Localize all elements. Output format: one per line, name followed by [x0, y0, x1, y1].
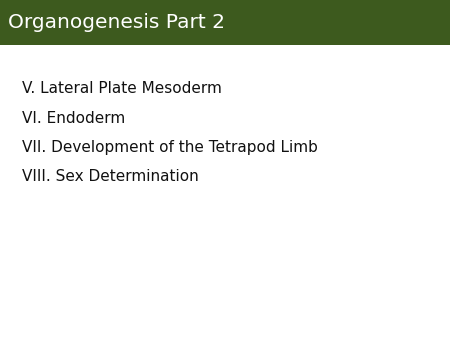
Text: V. Lateral Plate Mesoderm: V. Lateral Plate Mesoderm	[22, 81, 221, 96]
Text: VII. Development of the Tetrapod Limb: VII. Development of the Tetrapod Limb	[22, 140, 318, 155]
Text: VI. Endoderm: VI. Endoderm	[22, 111, 125, 125]
Text: VIII. Sex Determination: VIII. Sex Determination	[22, 169, 198, 184]
Bar	[0, 0, 450, 45]
Text: Organogenesis Part 2: Organogenesis Part 2	[8, 13, 225, 32]
